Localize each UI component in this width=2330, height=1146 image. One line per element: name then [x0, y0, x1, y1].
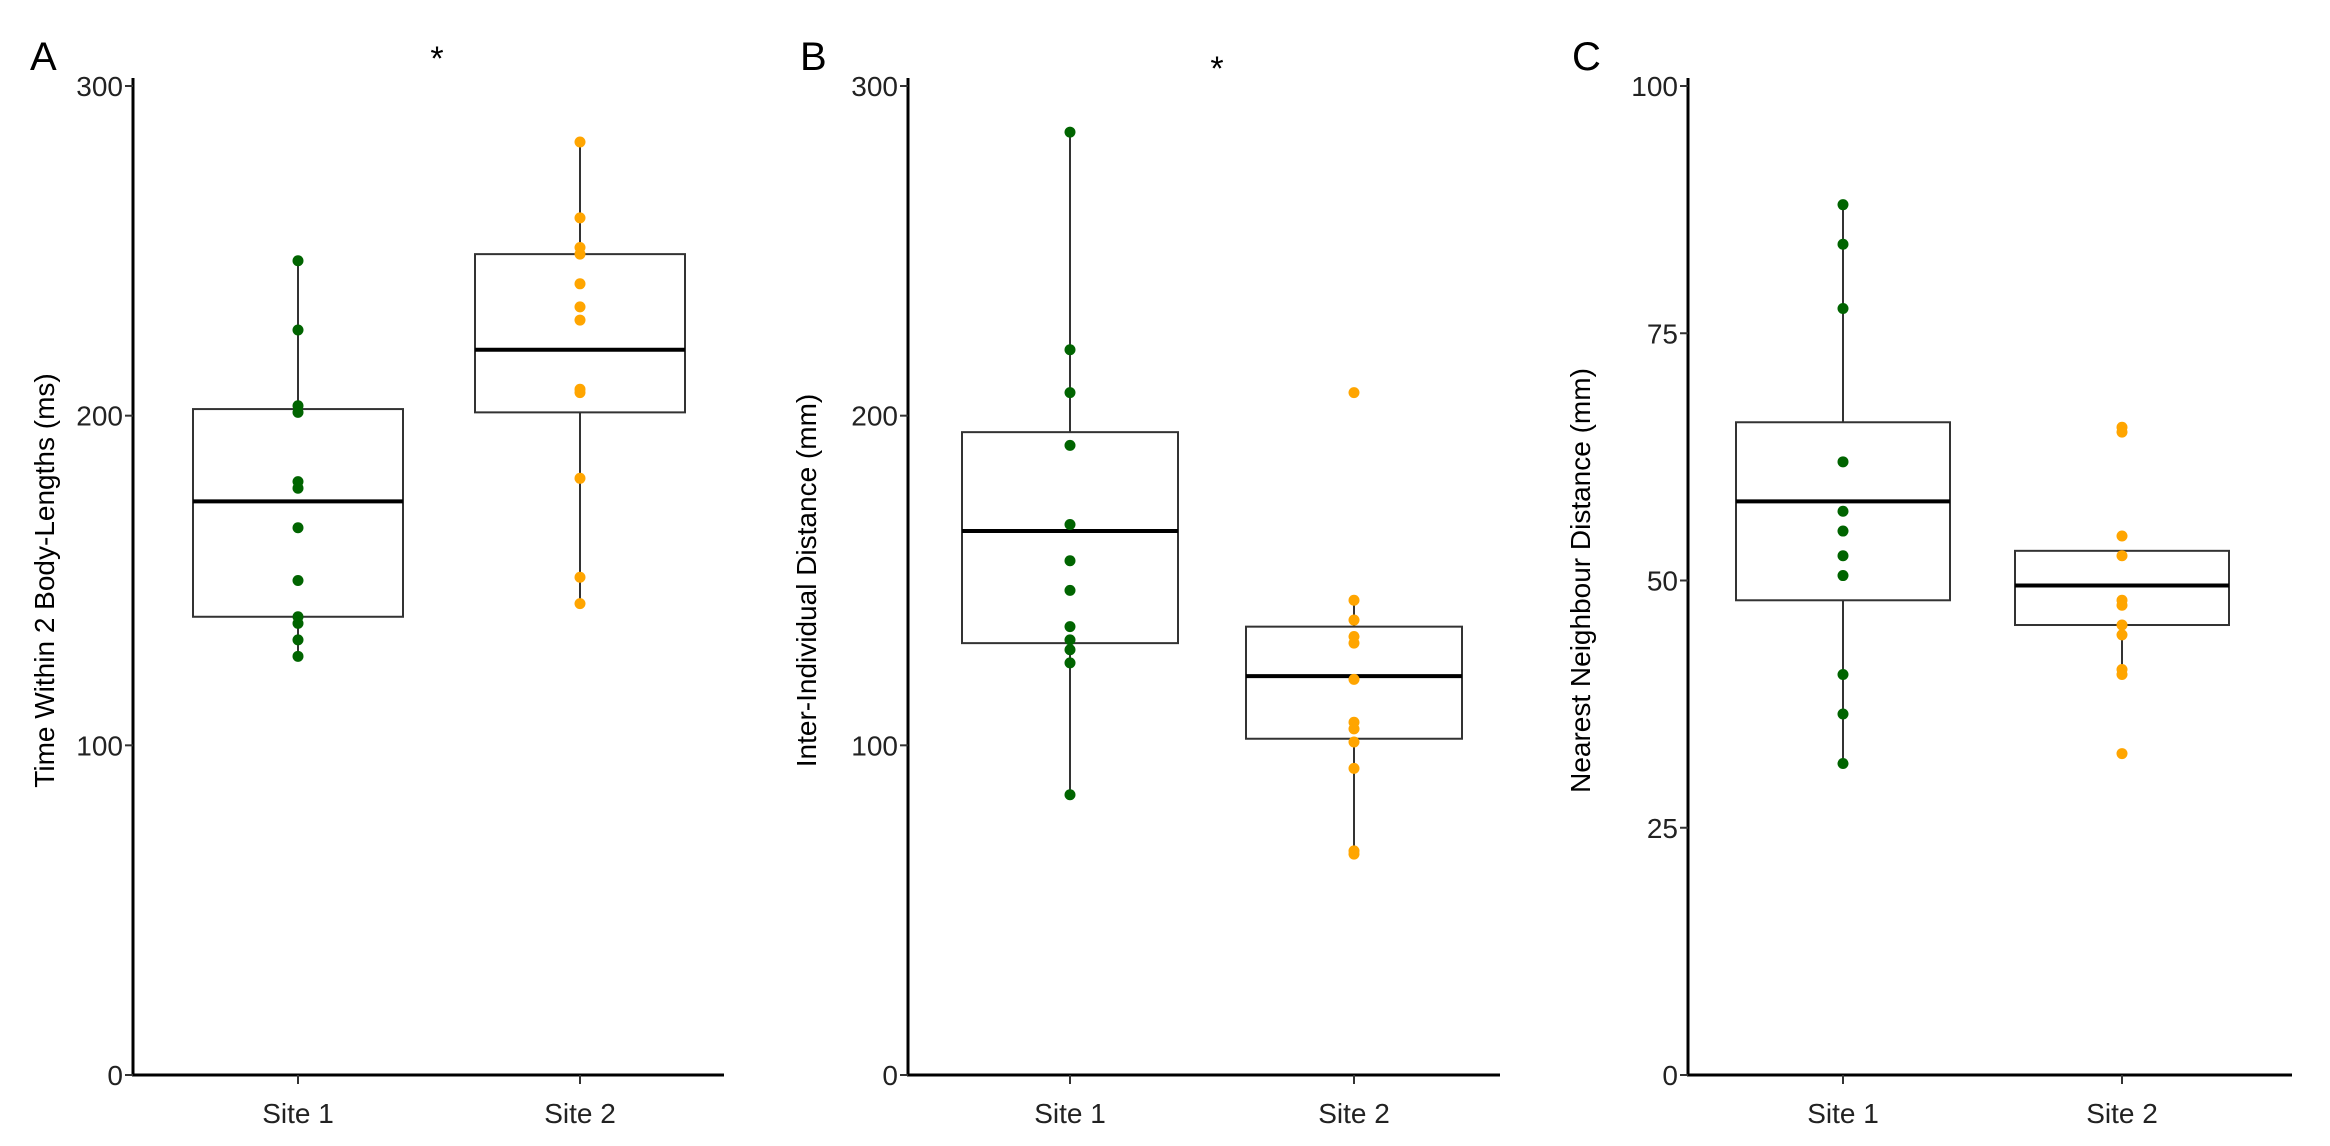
data-point: [1348, 762, 1360, 774]
panel-letter: B: [800, 35, 827, 79]
data-point: [1348, 723, 1360, 735]
data-point: [2116, 426, 2128, 438]
y-axis-title: Inter-Individual Distance (mm): [791, 394, 822, 767]
x-tick-label: Site 2: [2086, 1098, 2158, 1129]
series-site-1: [961, 126, 1179, 801]
data-point: [1837, 550, 1849, 562]
data-point: [2116, 629, 2128, 641]
data-point: [1348, 673, 1360, 685]
y-tick-label: 0: [1662, 1060, 1678, 1091]
data-point: [574, 212, 586, 224]
data-point: [1837, 757, 1849, 769]
data-point: [1348, 594, 1360, 606]
data-point: [2116, 550, 2128, 562]
y-tick-label: 200: [851, 401, 898, 432]
data-point: [1064, 621, 1076, 633]
data-point: [1064, 344, 1076, 356]
data-point: [292, 650, 304, 662]
series-site-1: [1735, 199, 1951, 769]
data-point: [1064, 387, 1076, 399]
data-point: [2116, 748, 2128, 760]
data-point: [574, 248, 586, 260]
y-axis-title: Time Within 2 Body-Lengths (ms): [29, 373, 60, 787]
y-tick-label: 50: [1647, 566, 1678, 597]
data-point: [574, 387, 586, 399]
data-point: [292, 255, 304, 267]
data-point: [1064, 644, 1076, 656]
data-point: [1064, 518, 1076, 530]
box: [961, 431, 1179, 645]
y-axis-title: Nearest Neighbour Distance (mm): [1565, 368, 1596, 793]
data-point: [1837, 238, 1849, 250]
data-point: [574, 598, 586, 610]
data-point: [1837, 570, 1849, 582]
significance-star: *: [430, 40, 443, 78]
x-tick-label: Site 1: [1034, 1098, 1106, 1129]
data-point: [1348, 848, 1360, 860]
y-tick-label: 25: [1647, 813, 1678, 844]
data-point: [574, 136, 586, 148]
panel-letter: C: [1572, 35, 1601, 79]
data-point: [1837, 708, 1849, 720]
data-point: [1837, 303, 1849, 315]
y-tick-label: 100: [851, 730, 898, 761]
x-tick-label: Site 2: [1318, 1098, 1390, 1129]
panel-a: 0 100 200 300 Site 1 Site 2 Time Within 2 Body…: [29, 35, 724, 1129]
y-tick-label: 300: [76, 71, 123, 102]
x-tick-label: Site 1: [1807, 1098, 1879, 1129]
data-point: [2116, 619, 2128, 631]
data-point: [2116, 530, 2128, 542]
data-point: [1837, 668, 1849, 680]
data-point: [1064, 789, 1076, 801]
data-point: [574, 278, 586, 290]
panel-b: 0 100 200 300 Site 1 Site 2 Inter-Individual D…: [791, 35, 1500, 1129]
y-tick-label: 75: [1647, 318, 1678, 349]
data-point: [1837, 199, 1849, 211]
data-point: [574, 571, 586, 583]
significance-star: *: [1210, 50, 1223, 88]
data-point: [292, 406, 304, 418]
data-point: [1064, 126, 1076, 138]
series-site-2: [1245, 387, 1463, 860]
data-point: [1064, 657, 1076, 669]
y-tick-label: 200: [76, 401, 123, 432]
panel-letter: A: [30, 35, 57, 79]
data-point: [1064, 439, 1076, 451]
series-site-1: [192, 255, 404, 662]
data-point: [1064, 555, 1076, 567]
data-point: [1348, 736, 1360, 748]
series-site-2: [474, 136, 686, 610]
panel-c: 0 25 50 75 100 Site 1 Site 2 Nearest Neighbour …: [1565, 35, 2292, 1129]
y-tick-label: 100: [1631, 71, 1678, 102]
x-tick-label: Site 1: [262, 1098, 334, 1129]
data-point: [1837, 505, 1849, 517]
box: [2014, 549, 2230, 627]
data-point: [292, 575, 304, 586]
data-point: [574, 301, 586, 313]
x-tick-label: Site 2: [544, 1098, 616, 1129]
data-point: [574, 472, 586, 484]
data-point: [2116, 668, 2128, 680]
data-point: [292, 634, 304, 646]
data-point: [292, 482, 304, 494]
y-tick-label: 300: [851, 71, 898, 102]
y-tick-label: 0: [107, 1060, 123, 1091]
box: [1735, 421, 1951, 602]
data-point: [1064, 584, 1076, 596]
data-point: [292, 617, 304, 629]
data-point: [1348, 387, 1360, 399]
data-point: [292, 324, 304, 336]
data-point: [292, 522, 304, 534]
y-tick-label: 0: [882, 1060, 898, 1091]
series-site-2: [2014, 421, 2230, 760]
data-point: [1348, 637, 1360, 649]
data-point: [1837, 456, 1849, 468]
data-point: [2116, 599, 2128, 611]
data-point: [1064, 634, 1076, 646]
data-point: [1348, 614, 1360, 626]
data-point: [574, 314, 586, 326]
data-point: [1837, 525, 1849, 537]
y-tick-label: 100: [76, 730, 123, 761]
